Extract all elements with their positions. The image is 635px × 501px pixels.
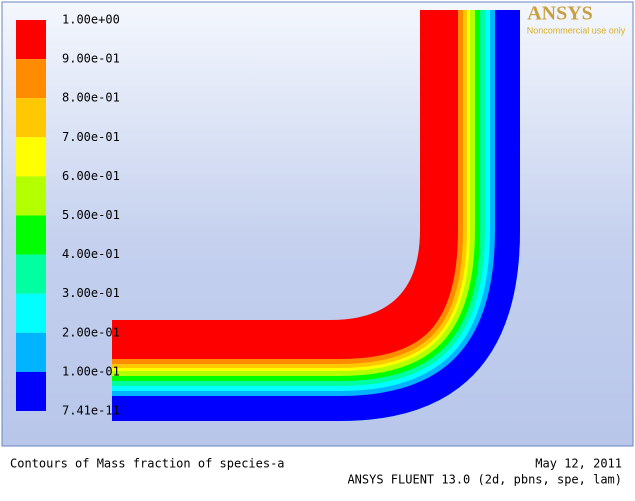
colorbar-swatch — [16, 20, 46, 60]
colorbar-label: 1.00e-01 — [62, 364, 120, 378]
colorbar-label: 5.00e-01 — [62, 208, 120, 222]
colorbar-swatch — [16, 332, 46, 372]
colorbar-swatch — [16, 137, 46, 177]
logo-brand: ANSYS — [527, 3, 593, 25]
logo-note: Noncommercial use only — [527, 25, 626, 35]
colorbar-swatch — [16, 176, 46, 216]
colorbar-label: 2.00e-01 — [62, 325, 120, 339]
colorbar-swatch — [16, 371, 46, 411]
colorbar-swatch — [16, 254, 46, 294]
contour-band — [112, 10, 520, 421]
colorbar: 1.00e+00 9.00e-01 8.00e-01 7.00e-01 6.00e-01… — [16, 13, 120, 418]
colorbar-label: 6.00e-01 — [62, 169, 120, 183]
colorbar-label: 4.00e-01 — [62, 247, 120, 261]
colorbar-label: 7.00e-01 — [62, 130, 120, 144]
colorbar-swatch — [16, 215, 46, 255]
colorbar-swatch — [16, 293, 46, 333]
footer — [2, 447, 633, 497]
colorbar-label: 7.41e-11 — [62, 404, 120, 418]
colorbar-label: 3.00e-01 — [62, 286, 120, 300]
footer-date: May 12, 2011 — [535, 457, 622, 471]
footer-title: Contours of Mass fraction of species-a — [10, 457, 285, 471]
colorbar-label: 1.00e+00 — [62, 13, 120, 27]
colorbar-swatch — [16, 98, 46, 138]
colorbar-label: 8.00e-01 — [62, 91, 120, 105]
footer-software: ANSYS FLUENT 13.0 (2d, pbns, spe, lam) — [347, 473, 622, 487]
colorbar-label: 9.00e-01 — [62, 52, 120, 66]
colorbar-swatch — [16, 59, 46, 99]
